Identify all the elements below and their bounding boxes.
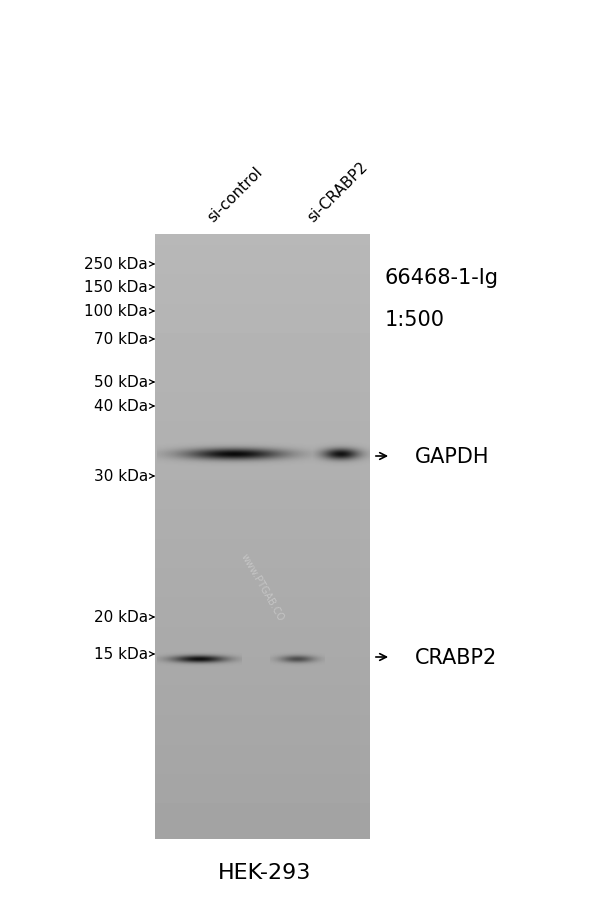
- Text: CRABP2: CRABP2: [415, 648, 497, 667]
- Text: 40 kDa: 40 kDa: [94, 399, 148, 414]
- Text: 150 kDa: 150 kDa: [85, 281, 148, 295]
- Text: GAPDH: GAPDH: [415, 446, 489, 466]
- Text: 15 kDa: 15 kDa: [94, 647, 148, 662]
- Text: si-CRABP2: si-CRABP2: [304, 159, 370, 225]
- Text: HEK-293: HEK-293: [218, 862, 311, 882]
- Text: 20 kDa: 20 kDa: [94, 610, 148, 625]
- Text: 66468-1-Ig: 66468-1-Ig: [385, 268, 499, 288]
- Text: 50 kDa: 50 kDa: [94, 375, 148, 390]
- Text: si-control: si-control: [204, 164, 265, 225]
- Text: 30 kDa: 30 kDa: [94, 469, 148, 484]
- Text: www.PTGAB.CO: www.PTGAB.CO: [239, 551, 286, 622]
- Text: 100 kDa: 100 kDa: [85, 304, 148, 319]
- Text: 1:500: 1:500: [385, 309, 445, 329]
- Text: 70 kDa: 70 kDa: [94, 332, 148, 347]
- Text: 250 kDa: 250 kDa: [85, 257, 148, 272]
